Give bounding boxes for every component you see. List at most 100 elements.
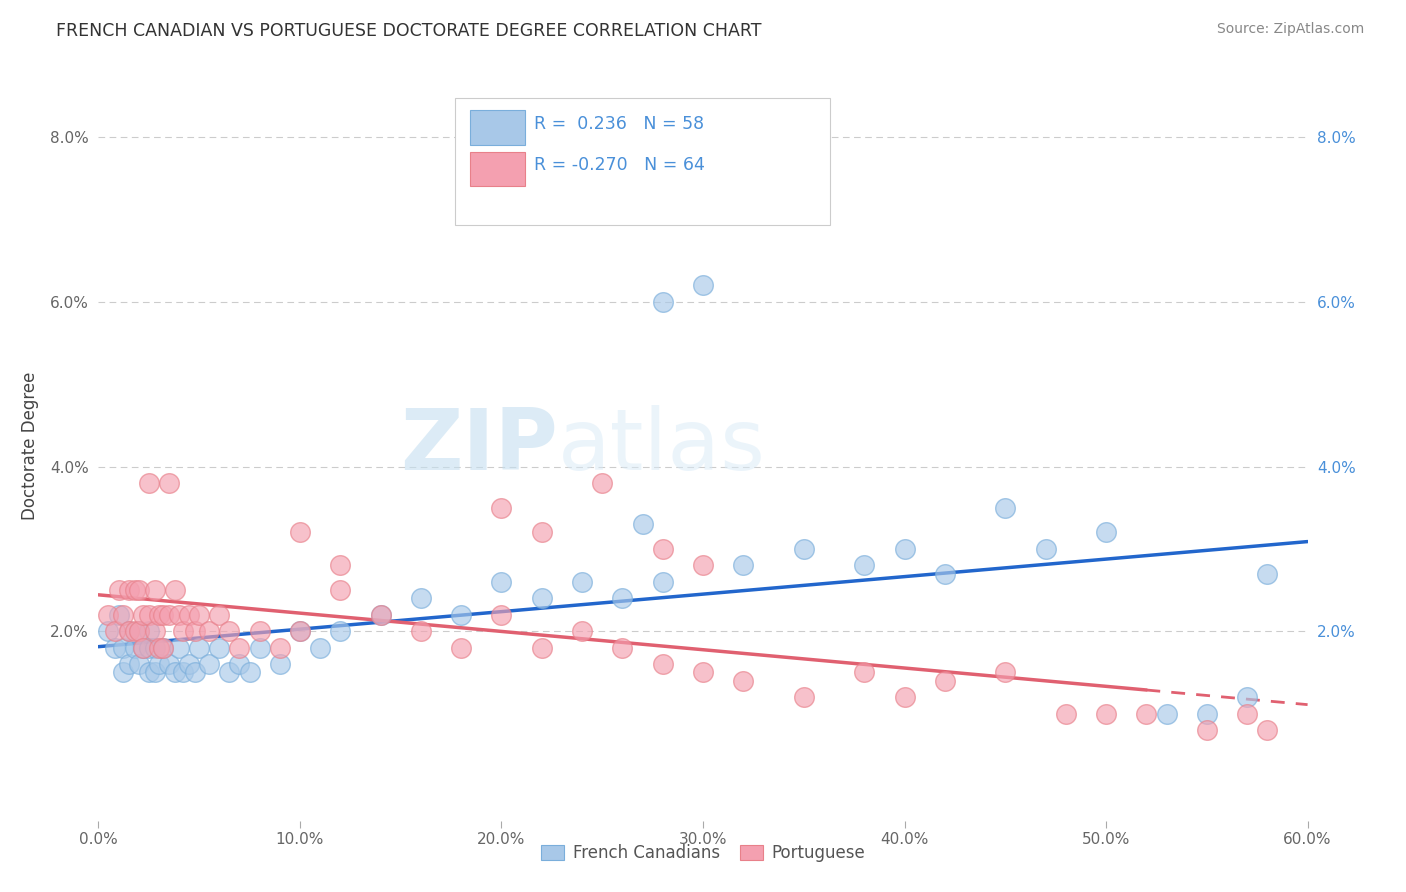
Point xyxy=(124,583,146,598)
Point xyxy=(793,541,815,556)
Point xyxy=(1256,723,1278,737)
FancyBboxPatch shape xyxy=(456,97,830,225)
Point xyxy=(138,476,160,491)
Point xyxy=(651,657,673,672)
Point xyxy=(179,607,201,622)
Point xyxy=(409,591,432,606)
Point xyxy=(1236,690,1258,705)
Point xyxy=(118,624,141,639)
Point xyxy=(118,624,141,639)
Point xyxy=(239,665,262,680)
FancyBboxPatch shape xyxy=(470,111,526,145)
Point xyxy=(994,500,1017,515)
Point xyxy=(188,640,211,655)
Point xyxy=(530,591,553,606)
Point xyxy=(138,624,160,639)
Point xyxy=(124,640,146,655)
FancyBboxPatch shape xyxy=(470,152,526,186)
Point xyxy=(793,690,815,705)
Point xyxy=(733,558,755,573)
Point xyxy=(118,583,141,598)
Point xyxy=(118,657,141,672)
Point xyxy=(208,607,231,622)
Point xyxy=(198,657,221,672)
Point xyxy=(132,607,155,622)
Point xyxy=(143,624,166,639)
Point xyxy=(491,607,513,622)
Point xyxy=(152,607,174,622)
Point xyxy=(143,640,166,655)
Point xyxy=(612,591,634,606)
Point xyxy=(128,657,150,672)
Point xyxy=(651,541,673,556)
Point xyxy=(893,690,915,705)
Point xyxy=(167,607,190,622)
Point xyxy=(409,624,432,639)
Point xyxy=(288,525,311,540)
Point xyxy=(934,566,956,581)
Point xyxy=(249,640,271,655)
Point xyxy=(172,665,194,680)
Point xyxy=(571,624,593,639)
Point xyxy=(179,657,201,672)
Point xyxy=(370,607,392,622)
Text: R = -0.270   N = 64: R = -0.270 N = 64 xyxy=(534,156,704,174)
Point xyxy=(733,673,755,688)
Point xyxy=(571,574,593,589)
Point xyxy=(148,657,170,672)
Point xyxy=(329,583,352,598)
Point xyxy=(163,665,186,680)
Point xyxy=(1156,706,1178,721)
Point xyxy=(138,607,160,622)
Point xyxy=(651,294,673,309)
Point xyxy=(111,607,134,622)
Point xyxy=(1195,706,1218,721)
Point xyxy=(893,541,915,556)
Point xyxy=(152,640,174,655)
Point xyxy=(107,583,129,598)
Point xyxy=(530,525,553,540)
Point xyxy=(853,665,876,680)
Y-axis label: Doctorate Degree: Doctorate Degree xyxy=(21,372,39,520)
Point xyxy=(138,640,160,655)
Point xyxy=(167,640,190,655)
Text: atlas: atlas xyxy=(558,404,766,488)
Point xyxy=(218,665,240,680)
Point xyxy=(1256,566,1278,581)
Point xyxy=(309,640,332,655)
Point xyxy=(491,500,513,515)
Point xyxy=(692,665,714,680)
Point xyxy=(143,583,166,598)
Point xyxy=(188,607,211,622)
Point xyxy=(218,624,240,639)
Point xyxy=(172,624,194,639)
Point xyxy=(994,665,1017,680)
Point xyxy=(491,574,513,589)
Point xyxy=(1095,525,1118,540)
Point xyxy=(612,640,634,655)
Point xyxy=(107,607,129,622)
Point xyxy=(530,640,553,655)
Point xyxy=(198,624,221,639)
Point xyxy=(288,624,311,639)
Point xyxy=(103,640,125,655)
Point xyxy=(163,583,186,598)
Point xyxy=(1236,706,1258,721)
Point xyxy=(132,640,155,655)
Point xyxy=(184,624,207,639)
Point xyxy=(143,665,166,680)
Point xyxy=(288,624,311,639)
Point xyxy=(934,673,956,688)
Point xyxy=(128,583,150,598)
Point xyxy=(124,624,146,639)
Point xyxy=(1135,706,1157,721)
Legend: French Canadians, Portuguese: French Canadians, Portuguese xyxy=(534,838,872,869)
Point xyxy=(111,640,134,655)
Point xyxy=(128,624,150,639)
Point xyxy=(651,574,673,589)
Point xyxy=(157,476,180,491)
Point xyxy=(1195,723,1218,737)
Point xyxy=(269,657,291,672)
Point xyxy=(1035,541,1057,556)
Point xyxy=(138,665,160,680)
